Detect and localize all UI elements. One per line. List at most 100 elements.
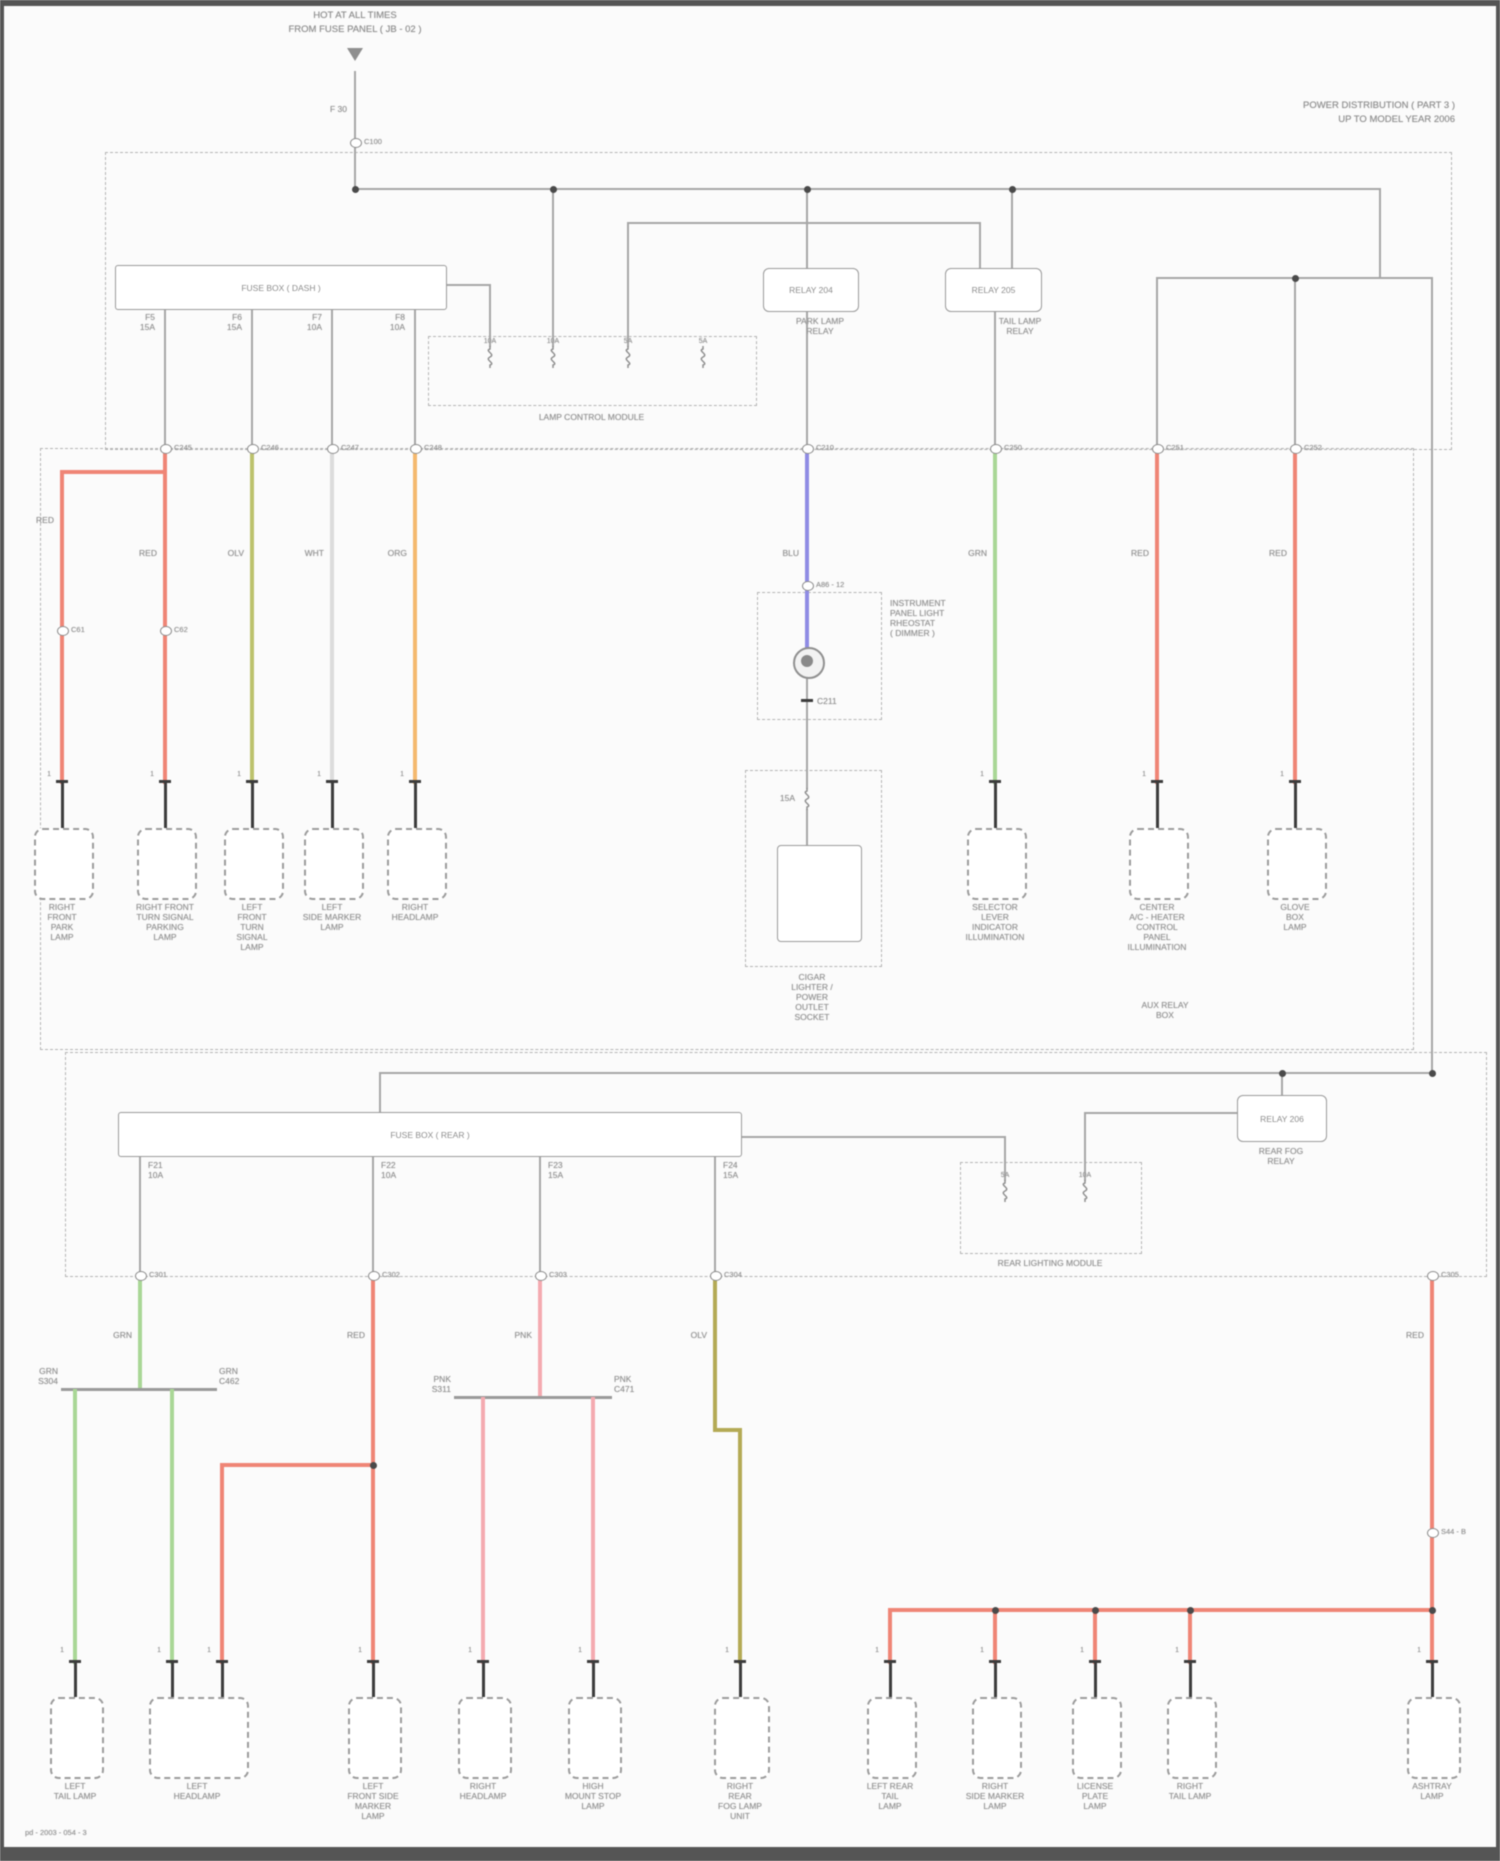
junction-dot-9 [1091, 1606, 1099, 1614]
connector-7 [1152, 444, 1164, 454]
connector-13 [368, 1271, 380, 1281]
section2-enclosure [65, 1052, 1487, 1277]
wire-s2-olv [713, 1428, 742, 1432]
lead-13 [591, 1662, 595, 1697]
lead-cap-13 [587, 1660, 599, 1663]
lead-cap-16 [989, 1660, 1001, 1663]
label-27: RED [347, 1330, 365, 1340]
wire-panel-feed-mid [552, 188, 554, 347]
wire-right-long-drop [1431, 277, 1433, 1074]
lamp-lr-tail [867, 1697, 917, 1779]
connector-4 [410, 444, 422, 454]
wire-fusebox1-side [444, 284, 491, 286]
fuse-m2 [1078, 1180, 1092, 1202]
connector-16 [1427, 1271, 1439, 1281]
wire-drop-1295 [1294, 277, 1296, 449]
wire-red-branch [220, 1463, 375, 1467]
wire-lighter-mid [806, 673, 808, 789]
watermark: pd - 2003 - 054 - 3 [25, 1828, 87, 1837]
connector-label-17: S44 - B [1441, 1527, 1467, 1536]
wire-module-feed-1 [1004, 1136, 1006, 1181]
pin-tick-b-9: 1 [1080, 1647, 1084, 1654]
connector-3 [327, 444, 339, 454]
wire-wire-red-1157 [1155, 446, 1159, 784]
lead-cap-6 [1151, 780, 1163, 783]
connector-0 [350, 138, 362, 148]
wire-wire-red-62 [60, 470, 167, 474]
connector-8 [1290, 444, 1302, 454]
pin-tick-b-0: 1 [60, 1647, 64, 1654]
wire-red-horiz [888, 1608, 1434, 1612]
pin-tick-b-1: 1 [157, 1647, 161, 1654]
lamp-lf-turn [224, 828, 284, 900]
lead-11 [371, 1662, 375, 1697]
relay-205: RELAY 205 [945, 268, 1042, 312]
frame-left [0, 0, 4, 1861]
lamp-r-marker [972, 1697, 1022, 1779]
wire-module-feed-2 [1084, 1112, 1238, 1114]
wire-s2-olv [738, 1428, 742, 1664]
wire-wire-org-415 [413, 446, 417, 784]
lead-cap-2 [246, 780, 258, 783]
lighter-coil-core [801, 655, 813, 667]
lamp-high-mount-label: HIGH MOUNT STOP LAMP [564, 1781, 622, 1811]
lamp-r-marker-label: RIGHT SIDE MARKER LAMP [965, 1781, 1025, 1811]
lead-15 [888, 1662, 892, 1697]
wire-fb2-pin-540 [539, 1154, 541, 1276]
connector-9 [57, 626, 69, 636]
connector-14 [535, 1271, 547, 1281]
lead-cap-18 [1184, 1660, 1196, 1663]
wire-fb2-pin-140 [139, 1154, 141, 1276]
pin-tick-b-3: 1 [358, 1647, 362, 1654]
lead-12 [481, 1662, 485, 1697]
connector-label-0: C100 [364, 137, 382, 146]
lead-3 [330, 782, 334, 828]
junction-dot-7 [369, 1461, 377, 1469]
frame-right [1496, 0, 1500, 1861]
lead-14 [738, 1662, 742, 1697]
lamp-rear-fog [714, 1697, 770, 1779]
lamp-lf-marker-label: LEFT FRONT SIDE MARKER LAMP [347, 1781, 399, 1821]
wire-relay3-top [1281, 1072, 1283, 1096]
pin-tick-b-7: 1 [875, 1647, 879, 1654]
connector-10 [160, 626, 172, 636]
junction-dot-5 [1278, 1069, 1286, 1077]
corner-label-1: POWER DISTRIBUTION ( PART 3 ) [1302, 100, 1455, 111]
connector-1 [160, 444, 172, 454]
lead-1 [163, 782, 167, 828]
wire-main-feed [354, 71, 356, 190]
lamp-r-headlamp2 [458, 1697, 512, 1779]
wire-drop-1157 [1156, 277, 1158, 449]
connector-5 [802, 444, 814, 454]
label-0: F 30 [329, 104, 347, 114]
fuse-relay-enclosure [105, 152, 1452, 450]
connector-11 [802, 581, 814, 591]
lamp-module-box [428, 336, 757, 406]
lead-5 [993, 782, 997, 828]
lamp-rear-fog-label: RIGHT REAR FOG LAMP UNIT [718, 1781, 762, 1821]
pin-tick-b-11: 1 [1417, 1647, 1421, 1654]
corner-label-2: UP TO MODEL YEAR 2006 [1338, 114, 1455, 125]
lamp-ac-panel [1129, 828, 1189, 900]
connector-12 [135, 1271, 147, 1281]
lead-cap-0 [56, 780, 68, 783]
wire-red-branch [220, 1463, 224, 1664]
lamp-lr-tail-label: LEFT REAR TAIL LAMP [866, 1781, 914, 1811]
lamp-license [1072, 1697, 1122, 1779]
lead-4 [413, 782, 417, 828]
lead-6 [1155, 782, 1159, 828]
wire-module-feed-1 [739, 1136, 1006, 1138]
wire-pin-332 [331, 307, 333, 449]
lead-cap-9 [166, 1660, 178, 1663]
wire-bus-b-dl [379, 1072, 381, 1113]
lead-cap-7 [1289, 780, 1301, 783]
connector-17 [1427, 1528, 1439, 1538]
lamp-ashtray-label: ASHTRAY LAMP [1412, 1781, 1452, 1801]
pin-tick-b-8: 1 [980, 1647, 984, 1654]
lead-cap-5 [989, 780, 1001, 783]
junction-dot-6 [1428, 1069, 1436, 1077]
cap-0 [801, 699, 813, 702]
lamp-l-headlamp [149, 1697, 249, 1779]
lead-cap-14 [734, 1660, 746, 1663]
lead-cap-3 [326, 780, 338, 783]
